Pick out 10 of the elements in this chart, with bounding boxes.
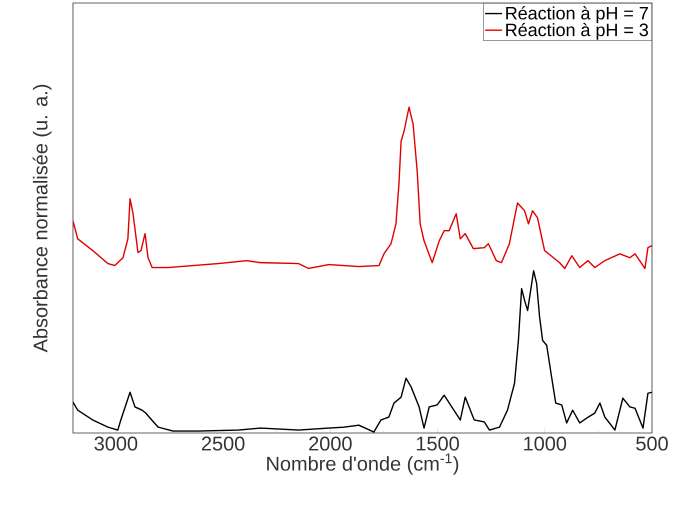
x-tick-label: 1500 (416, 436, 459, 451)
x-tick-label: 500 (636, 436, 668, 451)
x-axis-title: Nombre d'onde (cm$^{-1}$) (267, 453, 458, 475)
x-tick-label: 1000 (524, 436, 566, 451)
legend-label: Réaction à pH = 7 (506, 6, 648, 24)
x-tick-label: 2000 (309, 436, 352, 451)
y-axis-title: Absorbance normalisée (u. a.) (32, 84, 52, 352)
x-tick-label: 3000 (94, 436, 138, 451)
legend-label: Réaction à pH = 3 (506, 22, 648, 40)
x-tick-label: 2500 (202, 436, 244, 451)
